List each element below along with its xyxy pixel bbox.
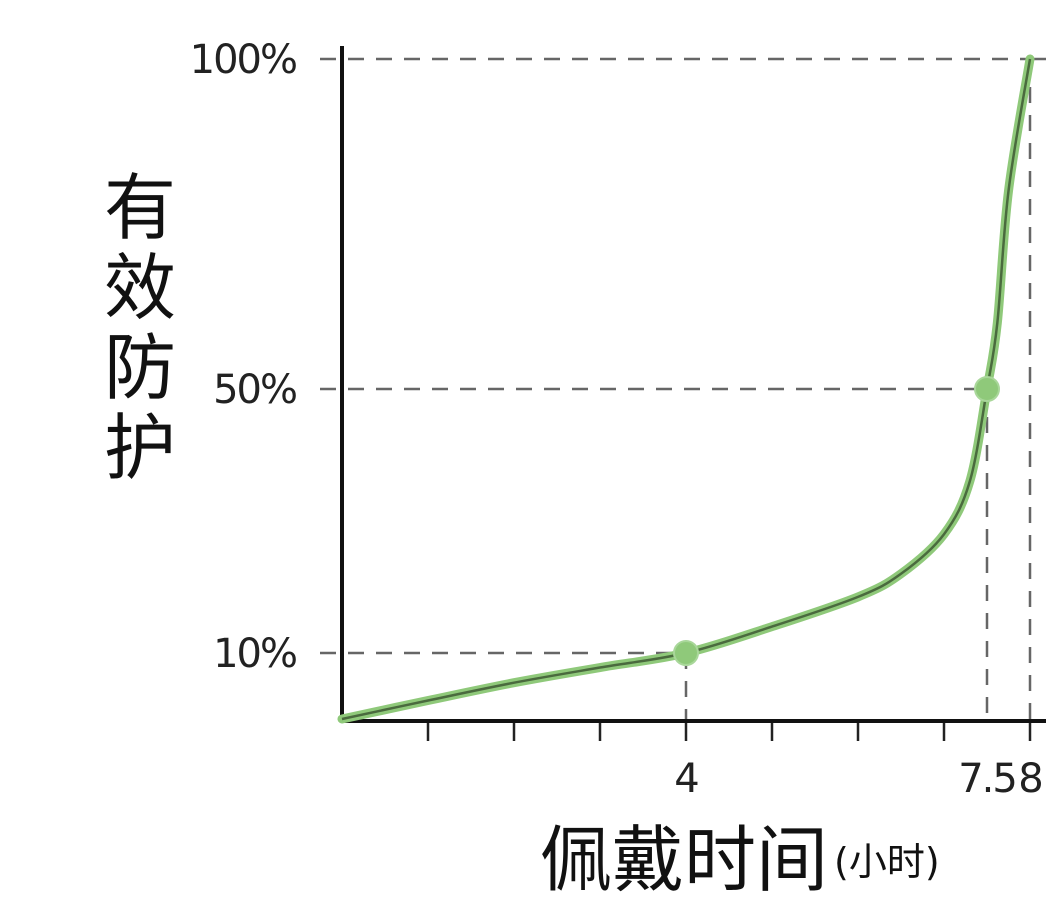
y-tick-label: 50% [213, 367, 296, 413]
reference-lines [320, 57, 1046, 721]
y-axis-label-char: 防 [103, 326, 176, 410]
data-point-marker [673, 640, 699, 666]
tick-labels: 10% 50% 100% 4 7.5 8 [190, 37, 1044, 802]
y-axis-label-char: 效 [103, 246, 176, 330]
x-tick-label: 4 [674, 756, 698, 802]
x-axis-title: 佩戴时间 [540, 818, 829, 902]
x-tick-label: 7.5 [958, 756, 1016, 802]
x-axis-unit: (小时) [834, 840, 940, 884]
data-point-marker [974, 376, 1000, 402]
series-line [341, 58, 1032, 721]
y-axis-label-char: 护 [103, 406, 176, 490]
y-tick-label: 100% [190, 37, 296, 83]
x-tick-label: 8 [1018, 756, 1041, 802]
y-axis-label-char: 有 [103, 166, 176, 250]
x-ticks [426, 721, 1032, 741]
x-axis-label: 佩戴时间 (小时) [540, 820, 940, 902]
series-group [337, 54, 1035, 724]
y-tick-label: 10% [213, 631, 296, 677]
y-axis-label: 有效防护 [100, 168, 180, 488]
